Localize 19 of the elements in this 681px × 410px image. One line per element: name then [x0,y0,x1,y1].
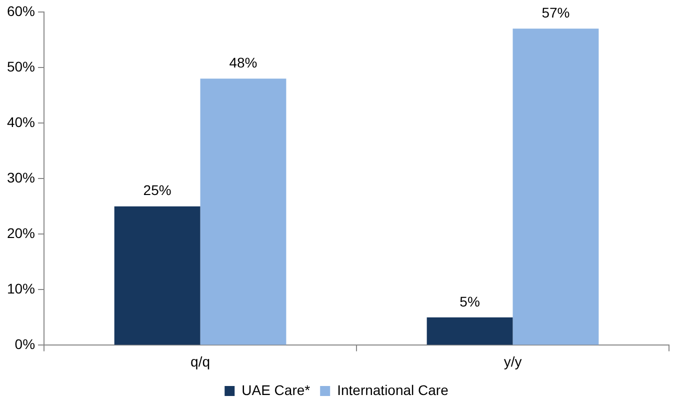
y-tick-label: 0% [14,336,36,352]
data-label: 5% [460,293,480,310]
y-tick-label: 60% [6,2,36,19]
bar [200,78,286,345]
data-label: 25% [143,182,172,198]
legend-label: UAE Care* [242,382,311,398]
legend-label: International Care [337,382,449,398]
x-tick-label: q/q [190,353,210,370]
bar [426,317,513,345]
bar [512,28,599,345]
y-tick-label: 30% [6,169,36,186]
y-tick-label: 10% [6,280,36,297]
y-tick-label: 20% [6,224,36,241]
bar [114,206,200,345]
y-tick-label: 50% [6,58,36,74]
data-label: 57% [542,4,570,21]
x-tick-label: y/y [504,353,522,370]
data-label: 48% [229,54,258,70]
y-tick-label: 40% [6,114,36,130]
